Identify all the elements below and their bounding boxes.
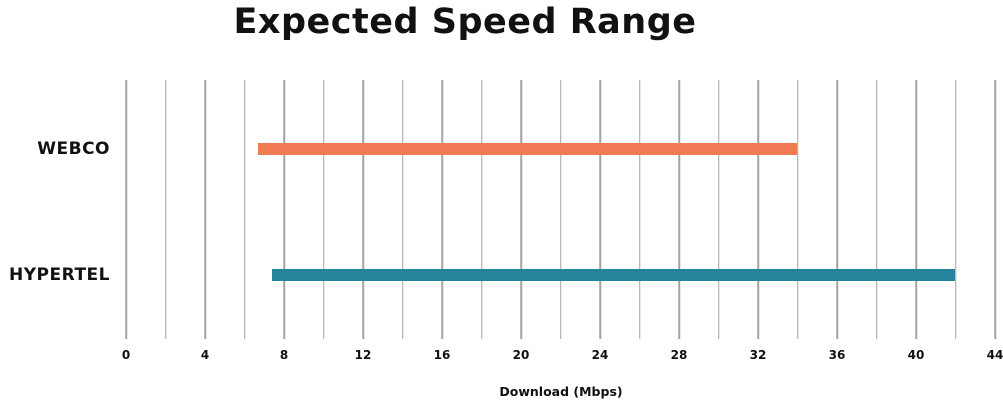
x-tick-label: 36 (828, 348, 846, 362)
range-bar-hypertel (272, 269, 956, 282)
gridline (401, 80, 404, 339)
x-tick-label: 28 (670, 348, 688, 362)
x-tick-label: 32 (749, 348, 767, 362)
x-tick-label: 4 (200, 348, 210, 362)
gridline (322, 80, 325, 339)
gridline (520, 80, 522, 339)
range-bar-webco (258, 142, 798, 155)
x-tick-label: 44 (986, 348, 1003, 362)
gridline (994, 80, 996, 339)
plot-area (125, 80, 996, 339)
x-tick-label: 40 (907, 348, 925, 362)
x-tick-label: 8 (279, 348, 289, 362)
x-tick-label: 12 (354, 348, 372, 362)
gridline (915, 80, 917, 339)
gridline (638, 80, 641, 339)
x-tick-label: 20 (512, 348, 530, 362)
gridline (204, 80, 206, 339)
x-axis-label: Download (Mbps) (499, 384, 623, 399)
gridline (717, 80, 720, 339)
gridline (559, 80, 562, 339)
gridline (441, 80, 443, 339)
x-tick-label: 0 (121, 348, 131, 362)
x-tick-label: 16 (433, 348, 451, 362)
gridline (954, 80, 957, 339)
gridline (283, 80, 285, 339)
gridline (599, 80, 601, 339)
gridline (480, 80, 483, 339)
gridline (678, 80, 680, 339)
gridline (164, 80, 167, 339)
gridline (243, 80, 246, 339)
gridline (796, 80, 799, 339)
category-label-hypertel: HYPERTEL (9, 265, 110, 286)
chart-title: Expected Speed Range (233, 2, 697, 42)
category-label-webco: WEBCO (37, 138, 110, 159)
gridline (836, 80, 838, 339)
gridline (362, 80, 364, 339)
gridline (757, 80, 759, 339)
gridline (125, 80, 127, 339)
x-tick-label: 24 (591, 348, 609, 362)
gridline (875, 80, 878, 339)
